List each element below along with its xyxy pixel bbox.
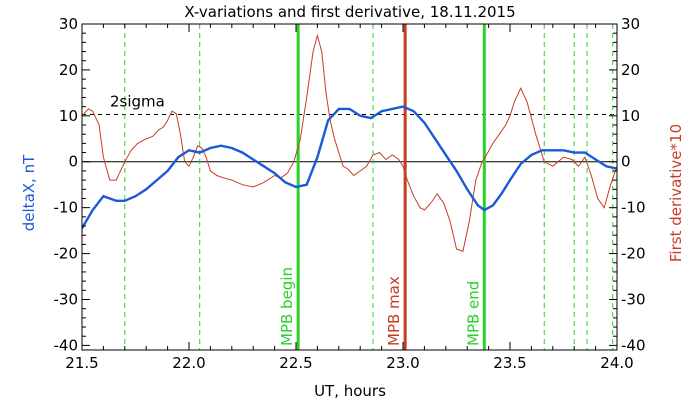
y-tick-label-right: -20 bbox=[621, 245, 646, 263]
y-tick-label-left: 0 bbox=[68, 153, 78, 171]
deltax-series-line bbox=[82, 105, 617, 229]
y-tick-label-left: 20 bbox=[59, 61, 78, 79]
derivative-series-line bbox=[82, 33, 617, 252]
y-tick-label-right: 10 bbox=[621, 107, 640, 125]
y-tick-label-right: 0 bbox=[621, 153, 631, 171]
event-label: MPB begin bbox=[278, 267, 296, 346]
x-tick-label: 23.0 bbox=[386, 354, 419, 372]
plot-frame bbox=[81, 23, 618, 351]
y-tick-label-left: -20 bbox=[54, 245, 79, 263]
y-tick-label-right: 20 bbox=[621, 61, 640, 79]
chart-title: X-variations and first derivative, 18.11… bbox=[184, 3, 515, 21]
y-tick-label-right: -30 bbox=[621, 290, 646, 308]
x-tick-label: 24.0 bbox=[600, 354, 633, 372]
event-label: MPB max bbox=[385, 276, 403, 346]
x-tick-label: 23.5 bbox=[493, 354, 526, 372]
x-axis-label: UT, hours bbox=[314, 382, 386, 400]
y-tick-label-right: -40 bbox=[621, 336, 646, 354]
y-tick-label-left: -30 bbox=[54, 290, 79, 308]
y-tick-label-left: -40 bbox=[54, 336, 79, 354]
y-tick-label-left: 30 bbox=[59, 15, 78, 33]
sigma-label: 2sigma bbox=[110, 92, 165, 110]
y-tick-label-left: 10 bbox=[59, 107, 78, 125]
y-tick-label-right: 30 bbox=[621, 15, 640, 33]
x-tick-label: 22.0 bbox=[172, 354, 205, 372]
event-label: MPB end bbox=[464, 281, 482, 346]
x-tick-label: 21.5 bbox=[65, 354, 98, 372]
y-tick-label-right: -10 bbox=[621, 199, 646, 217]
right-axis-label: First derivative*10 bbox=[667, 124, 685, 262]
y-tick-label-left: -10 bbox=[54, 199, 79, 217]
x-tick-label: 22.5 bbox=[279, 354, 312, 372]
left-axis-label: deltaX, nT bbox=[20, 154, 38, 231]
